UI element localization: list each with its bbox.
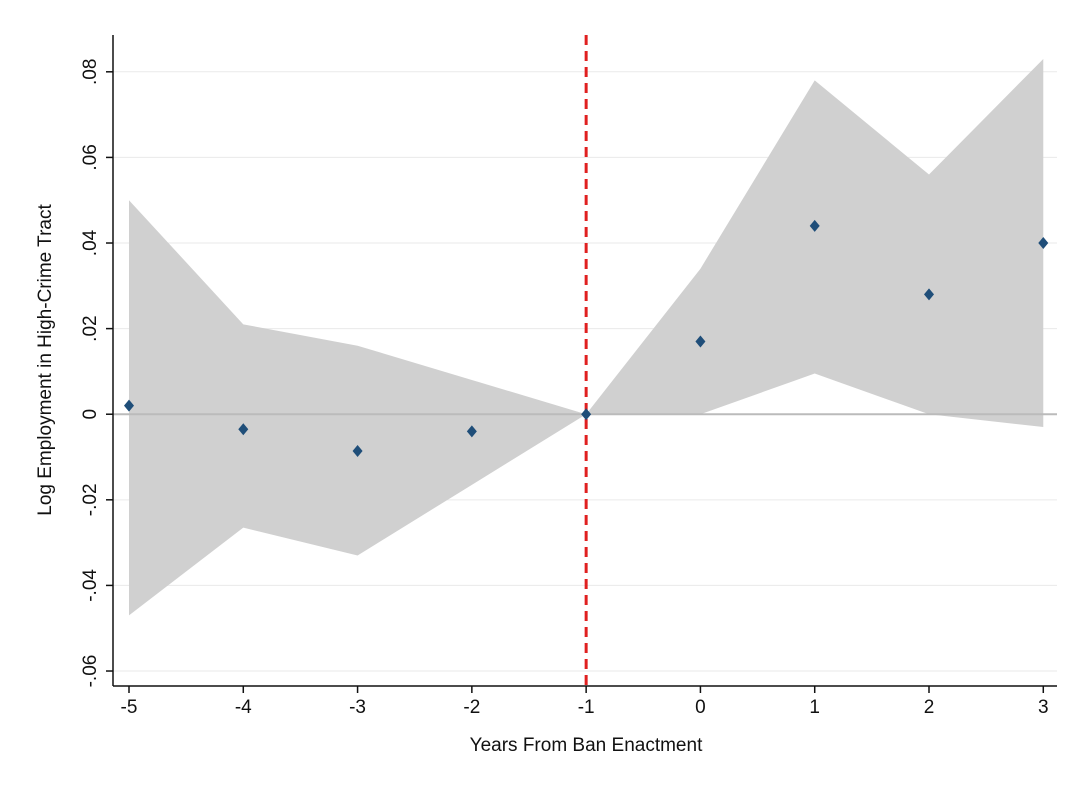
y-tick-label: .02 [80, 315, 101, 341]
x-tick-label: 1 [809, 697, 820, 718]
y-axis-label: Log Employment in High-Crime Tract [35, 204, 56, 516]
y-tick-label: -.02 [80, 483, 101, 516]
x-tick-label: -2 [463, 697, 480, 718]
point [581, 408, 592, 421]
point [809, 219, 820, 232]
x-tick-label: -3 [349, 697, 366, 718]
x-tick-label: 3 [1038, 697, 1049, 718]
point [924, 288, 934, 301]
y-tick-label: 0 [80, 409, 101, 420]
point [238, 423, 249, 436]
y-tick-label: .08 [80, 59, 101, 85]
x-tick-label: 2 [924, 697, 935, 718]
confidence-band [129, 58, 1044, 616]
y-tick-label: -.04 [80, 569, 101, 602]
point [695, 335, 706, 348]
point [124, 399, 134, 412]
point [352, 445, 363, 458]
y-tick-label: .06 [80, 144, 101, 170]
x-tick-label: 0 [695, 697, 706, 718]
x-axis-label: Years From Ban Enactment [470, 735, 703, 756]
x-tick-label: -1 [578, 697, 595, 718]
point [466, 425, 477, 438]
y-tick-label: -.06 [80, 655, 101, 688]
x-tick-label: -5 [121, 697, 138, 718]
y-tick-label: .04 [80, 229, 101, 256]
x-tick-label: -4 [235, 697, 252, 718]
point [1038, 237, 1049, 250]
